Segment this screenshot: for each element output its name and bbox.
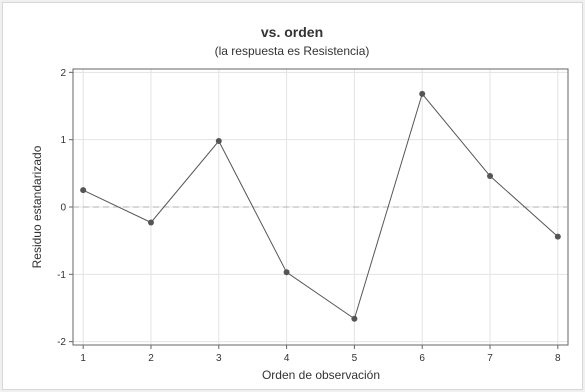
data-point (487, 173, 494, 180)
x-tick-label: 8 (555, 353, 561, 364)
data-point (351, 315, 358, 322)
y-axis-label: Residuo estandarizado (30, 145, 44, 268)
y-tick-label: 0 (60, 203, 66, 214)
axis-ticks: 1 2 3 4 5 6 7 8 -2 -1 0 1 2 (57, 68, 561, 364)
chart-subtitle: (la respuesta es Resistencia) (215, 44, 370, 58)
data-point (283, 269, 290, 276)
residual-chart: vs. orden (la respuesta es Resistencia) … (30, 24, 569, 382)
data-point (80, 187, 87, 194)
x-tick-label: 5 (352, 353, 358, 364)
chart-title: vs. orden (261, 24, 323, 40)
data-point (554, 233, 561, 240)
y-tick-label: -2 (57, 337, 66, 348)
data-point (147, 219, 154, 226)
x-tick-label: 1 (80, 353, 86, 364)
x-tick-label: 6 (419, 353, 425, 364)
x-axis-label: Orden de observación (262, 368, 380, 382)
y-tick-label: 2 (60, 68, 66, 79)
data-point (215, 138, 222, 145)
x-tick-label: 4 (284, 353, 290, 364)
x-tick-label: 3 (216, 353, 222, 364)
residual-series (80, 90, 561, 322)
y-tick-label: -1 (57, 270, 66, 281)
x-tick-label: 7 (487, 353, 493, 364)
x-tick-label: 2 (148, 353, 154, 364)
series-line (82, 92, 559, 320)
y-tick-label: 1 (60, 135, 66, 146)
data-point (419, 90, 426, 97)
